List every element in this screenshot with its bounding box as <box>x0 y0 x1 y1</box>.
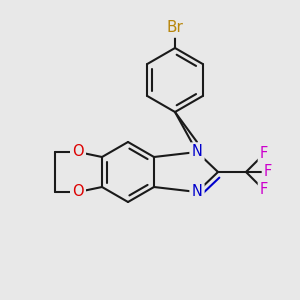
Text: N: N <box>192 184 203 200</box>
Text: F: F <box>264 164 272 179</box>
Text: F: F <box>260 146 268 161</box>
Text: F: F <box>260 182 268 197</box>
Text: O: O <box>72 184 84 200</box>
Text: O: O <box>72 145 84 160</box>
Text: Br: Br <box>167 20 183 35</box>
Text: N: N <box>192 145 203 160</box>
